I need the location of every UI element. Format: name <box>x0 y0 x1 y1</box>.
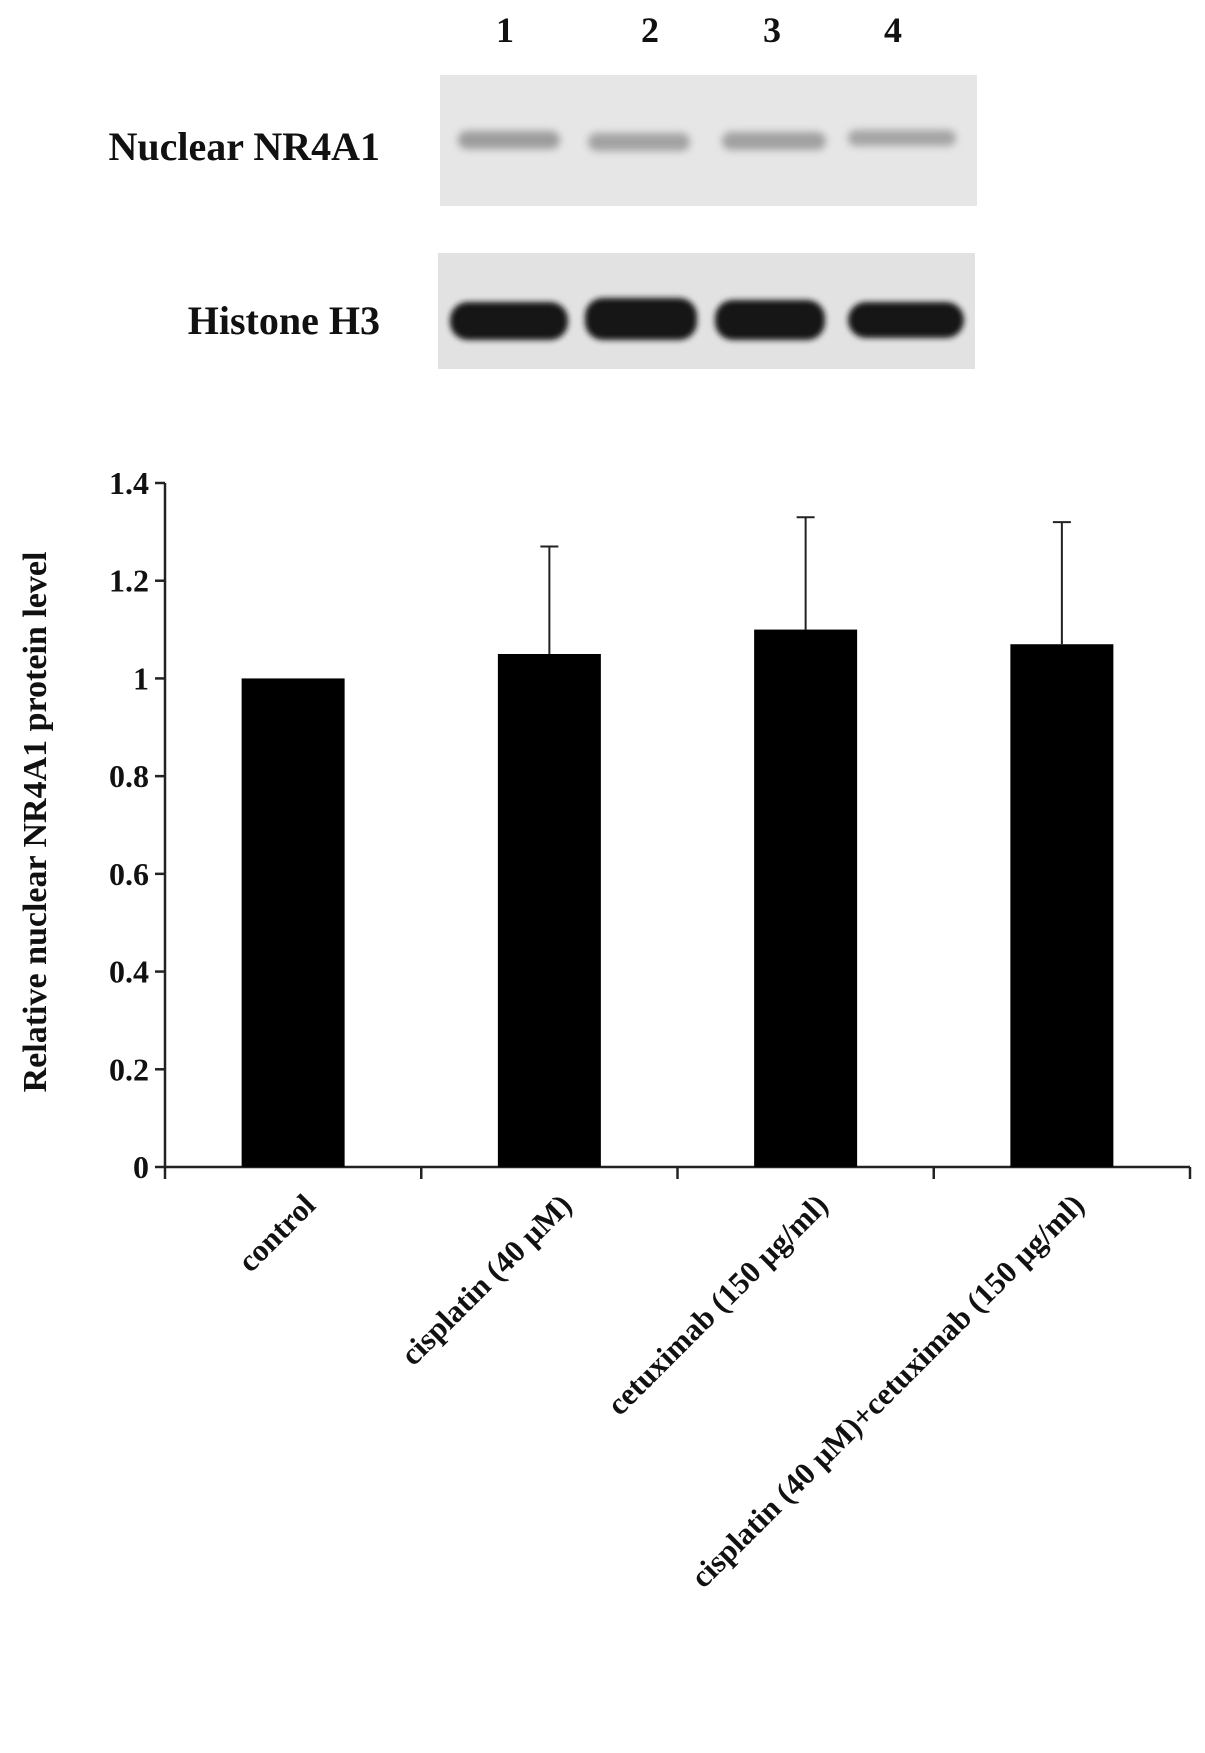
bar-3 <box>1010 644 1114 1167</box>
lane-label-1: 1 <box>496 10 514 50</box>
y-tick-label-7: 1.4 <box>109 465 149 501</box>
y-tick-label-5: 1 <box>133 660 149 696</box>
blot-row-label-nr4a1: Nuclear NR4A1 <box>109 124 380 169</box>
nr4a1-band-lane-3 <box>722 132 826 150</box>
nr4a1-band-lane-2 <box>588 133 690 151</box>
y-axis-title: Relative nuclear NR4A1 protein level <box>17 552 54 1093</box>
bar-1 <box>497 654 601 1167</box>
y-tick-label-0: 0 <box>133 1149 149 1185</box>
histone-band-lane-1 <box>450 302 568 340</box>
nr4a1-band-lane-4 <box>848 130 956 146</box>
lane-label-2: 2 <box>641 10 659 50</box>
y-tick-label-1: 0.2 <box>109 1051 149 1087</box>
x-tick-label-0: control <box>231 1187 323 1279</box>
bar-0 <box>241 678 345 1167</box>
x-tick-label-2: cetuximab (150 µg/ml) <box>600 1187 835 1422</box>
histone-band-lane-3 <box>715 300 825 340</box>
x-tick-label-1: cisplatin (40 µM) <box>394 1187 579 1372</box>
lane-label-4: 4 <box>884 10 902 50</box>
blot-row-label-histone: Histone H3 <box>188 298 380 343</box>
y-tick-label-4: 0.8 <box>109 758 149 794</box>
y-tick-label-6: 1.2 <box>109 563 149 599</box>
blot-strip-nr4a1 <box>440 75 977 206</box>
western-blot: 1 2 3 4 Nuclear NR4A1 Histone H3 <box>109 10 977 369</box>
x-tick-label-3: cisplatin (40 µM)+cetuximab (150 µg/ml) <box>684 1187 1091 1594</box>
nr4a1-band-lane-1 <box>458 131 560 149</box>
y-tick-label-3: 0.6 <box>109 856 149 892</box>
bar-2 <box>754 629 858 1167</box>
histone-band-lane-4 <box>848 302 964 338</box>
plot-area: 0 0.2 0.4 0.6 0.8 1 1.2 1.4 control cisplatin (40… <box>109 465 1192 1594</box>
blot-strip-histone <box>438 253 975 369</box>
histone-band-lane-2 <box>585 298 697 340</box>
bar-chart: Relative nuclear NR4A1 protein level 0 0.… <box>17 465 1192 1594</box>
y-tick-label-2: 0.4 <box>109 954 149 990</box>
lane-label-3: 3 <box>763 10 781 50</box>
